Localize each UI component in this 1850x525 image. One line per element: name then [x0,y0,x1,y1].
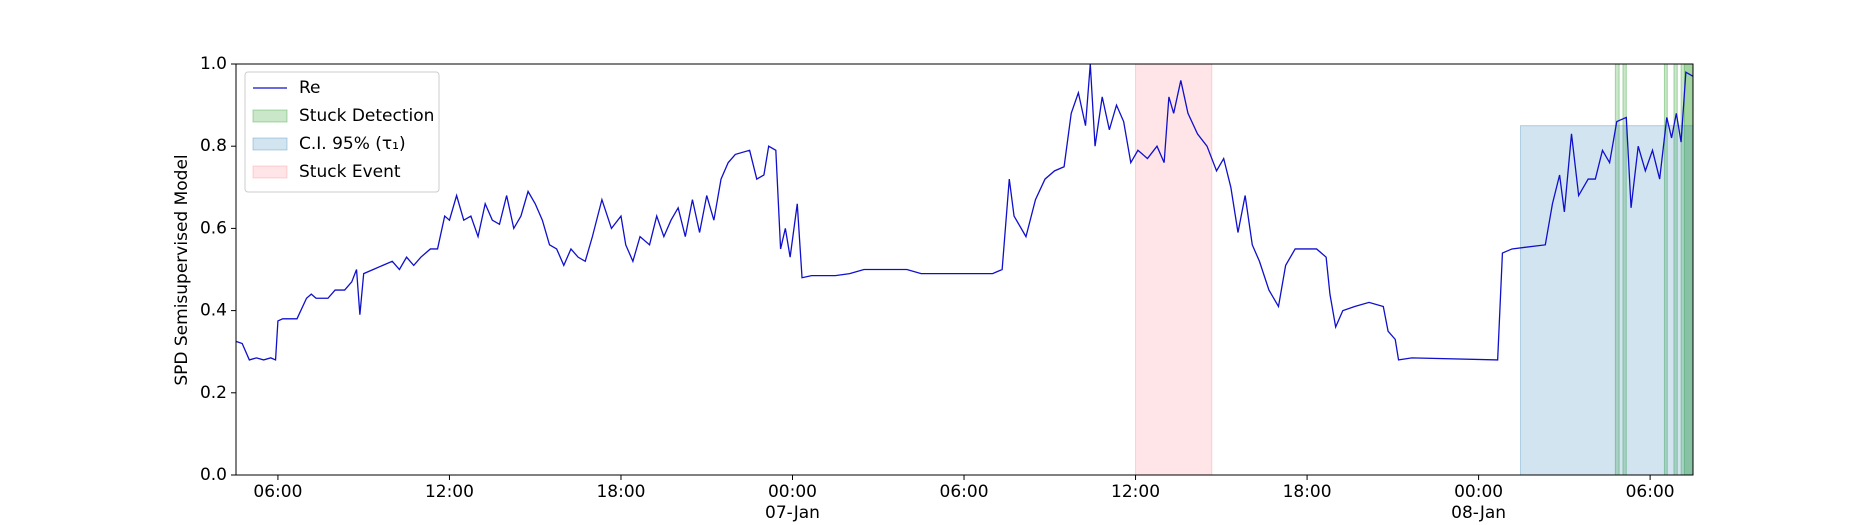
y-tick-label: 0.4 [200,301,227,321]
shaded-region [1135,63,1213,476]
y-axis-label: SPD Semisupervised Model [172,154,192,385]
y-tick-label: 0.0 [200,465,227,485]
x-tick-label: 06:00 [253,482,303,502]
plot-frame [235,63,1694,476]
x-tick-label: 18:00 [596,482,646,502]
legend-label: Stuck Detection [299,106,434,126]
legend-label: C.I. 95% (τ₁) [299,134,406,154]
x-tick-label: 00:00 07-Jan 1900 [765,482,820,525]
x-tick-label: 06:00 [939,482,989,502]
x-tick-label: 00:00 08-Jan [1451,482,1507,523]
legend: Re Stuck Detection C.I. 95% (τ₁) Stuck Even… [244,71,440,193]
shaded-region [1520,125,1694,476]
x-tick-label: 12:00 [1111,482,1161,502]
legend-label: Stuck Event [299,162,401,182]
legend-patch [252,165,288,179]
y-tick-label: 1.0 [200,54,227,74]
y-tick-label: 0.8 [200,136,227,156]
legend-patch [252,109,288,123]
x-tick-label: 12:00 [424,482,474,502]
x-tick-label: 18:00 [1282,482,1332,502]
y-tick-label: 0.2 [200,383,227,403]
legend-patch [252,137,288,151]
x-tick-label: 06:00 [1625,482,1675,502]
legend-label: Re [299,78,321,98]
data-line [235,63,1694,361]
y-tick-label: 0.6 [200,218,227,238]
legend-box [244,71,440,193]
